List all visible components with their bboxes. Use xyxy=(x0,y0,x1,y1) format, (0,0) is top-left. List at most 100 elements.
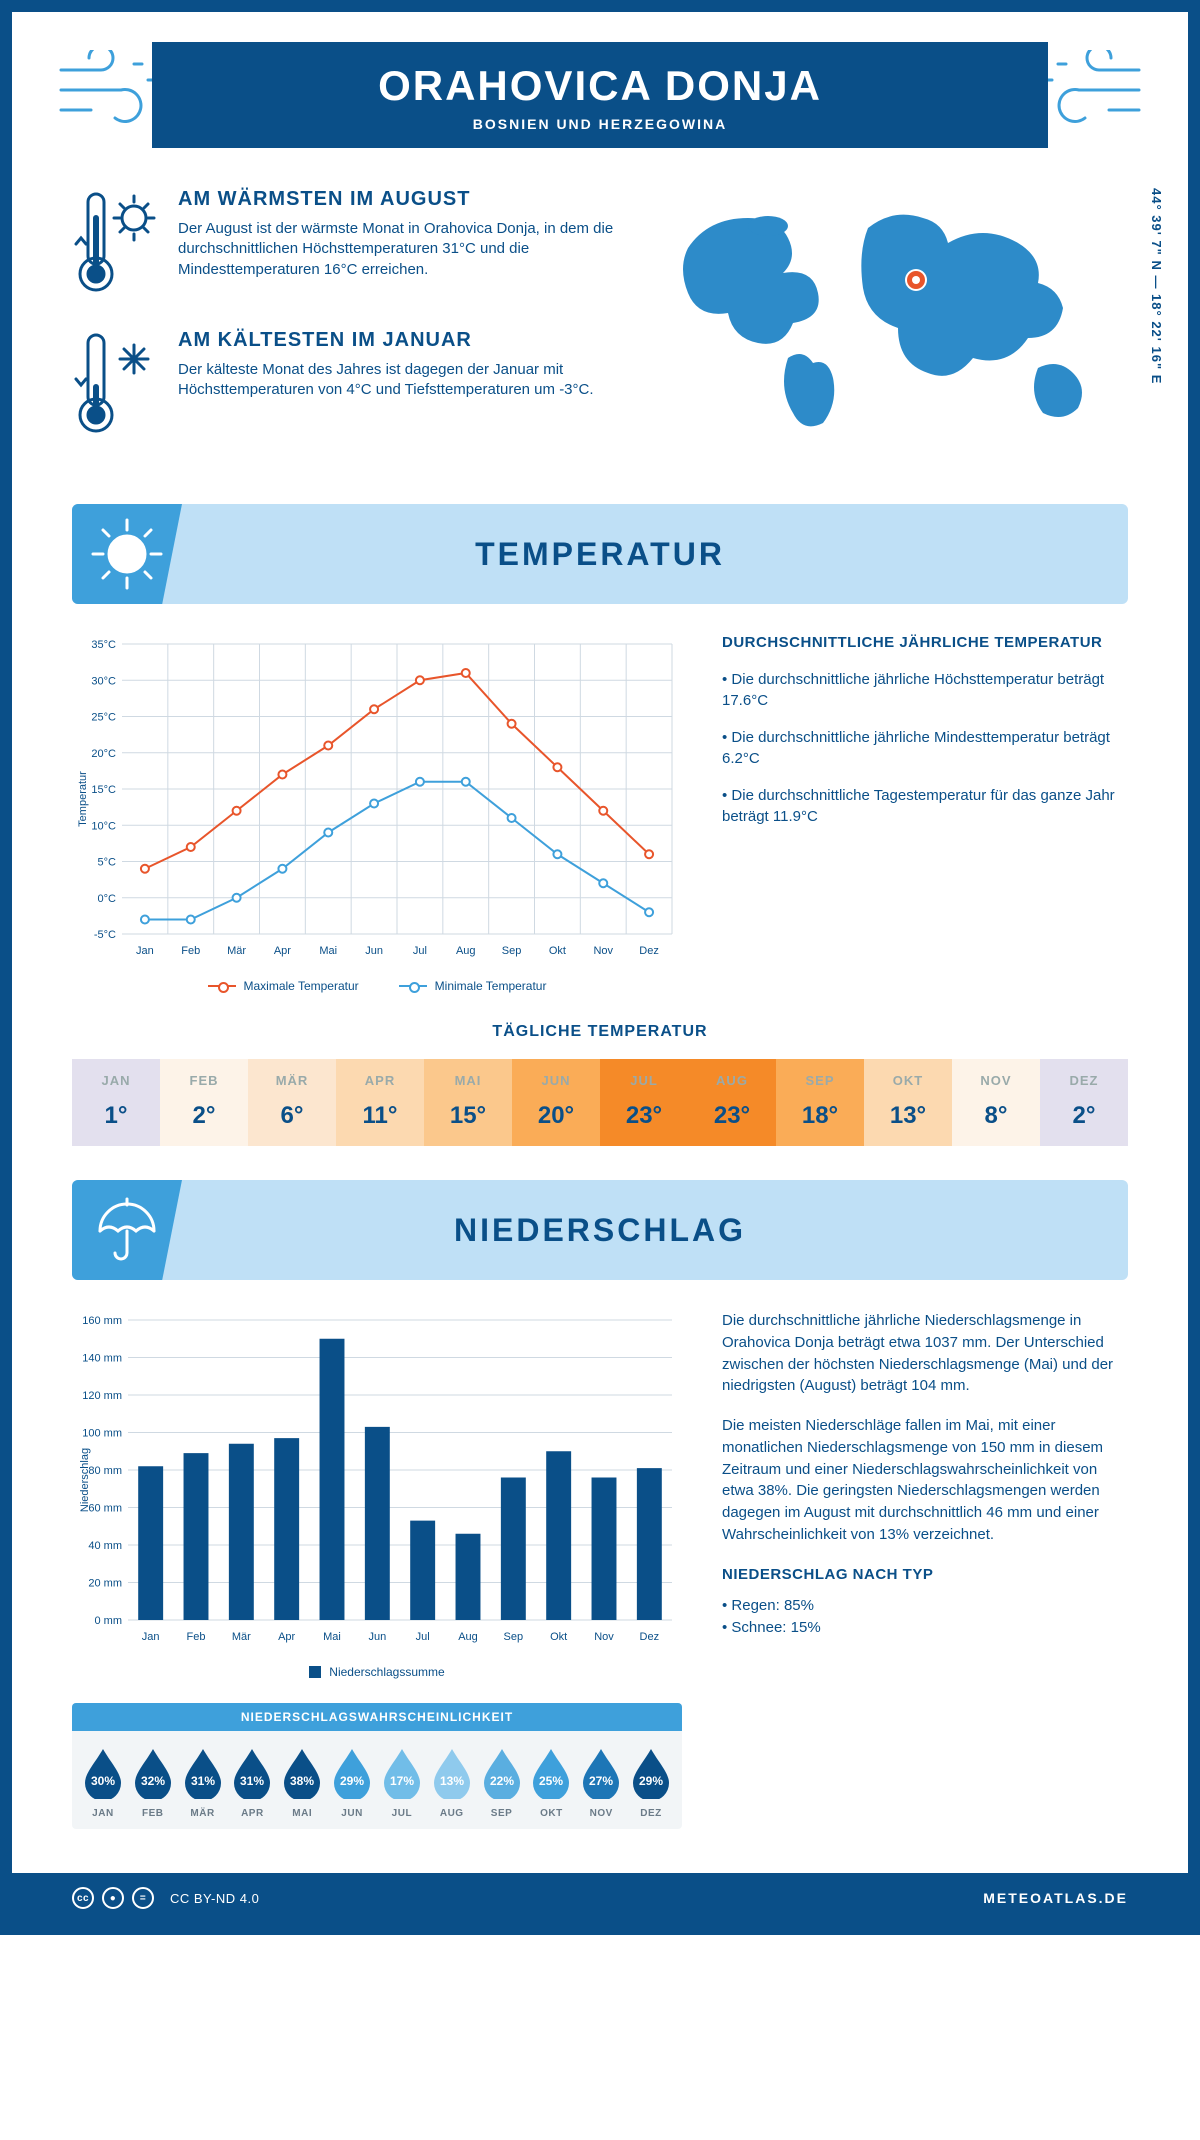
month-label: JUN xyxy=(327,1808,377,1819)
svg-text:15°C: 15°C xyxy=(91,784,116,796)
month-label: NOV xyxy=(576,1808,626,1819)
prob-drop: 22% SEP xyxy=(477,1745,527,1819)
temp-value: 2° xyxy=(1040,1102,1128,1130)
prob-drop: 30% JAN xyxy=(78,1745,128,1819)
prob-drops: 30%JAN32%FEB31%MÄR31%APR38%MAI29%JUN17%J… xyxy=(72,1731,682,1819)
legend-label: Maximale Temperatur xyxy=(244,979,359,993)
svg-text:Mai: Mai xyxy=(323,1631,341,1643)
temp-value: 15° xyxy=(424,1102,512,1130)
precipitation-chart: 0 mm20 mm40 mm60 mm80 mm100 mm120 mm140 … xyxy=(72,1310,682,1829)
month-label: FEB xyxy=(128,1808,178,1819)
fact-body: AM KÄLTESTEN IM JANUAR Der kälteste Mona… xyxy=(178,329,628,444)
month-label: OKT xyxy=(864,1073,952,1088)
temp-value: 6° xyxy=(248,1102,336,1130)
svg-text:Nov: Nov xyxy=(594,1631,614,1643)
svg-text:20 mm: 20 mm xyxy=(88,1578,122,1590)
license-text: CC BY-ND 4.0 xyxy=(170,1891,259,1906)
legend-label: Minimale Temperatur xyxy=(435,979,547,993)
month-label: FEB xyxy=(160,1073,248,1088)
legend-sum: Niederschlagssumme xyxy=(309,1665,444,1679)
month-label: MAI xyxy=(424,1073,512,1088)
svg-text:Feb: Feb xyxy=(187,1631,206,1643)
daily-temp-cell: MÄR 6° xyxy=(248,1059,336,1146)
svg-text:22%: 22% xyxy=(490,1774,514,1788)
prob-drop: 27%NOV xyxy=(576,1745,626,1819)
precipitation-text: Die durchschnittliche jährliche Niedersc… xyxy=(722,1310,1128,1829)
month-label: MÄR xyxy=(248,1073,336,1088)
svg-text:Nov: Nov xyxy=(593,945,613,957)
month-label: JAN xyxy=(72,1073,160,1088)
prob-drop: 25%OKT xyxy=(526,1745,576,1819)
page-subtitle: BOSNIEN UND HERZEGOWINA xyxy=(182,116,1018,132)
nd-icon: = xyxy=(132,1887,154,1909)
intro-facts: AM WÄRMSTEN IM AUGUST Der August ist der… xyxy=(72,188,628,470)
svg-text:Mai: Mai xyxy=(319,945,337,957)
precip-type-heading: NIEDERSCHLAG NACH TYP xyxy=(722,1564,1128,1586)
wind-icon xyxy=(1034,50,1144,130)
sun-icon xyxy=(72,504,182,604)
fact-bullet: • Die durchschnittliche Tagestemperatur … xyxy=(722,785,1128,827)
month-label: APR xyxy=(336,1073,424,1088)
month-label: SEP xyxy=(776,1073,864,1088)
daily-temp-strip: JAN1°FEB2°MÄR6°APR11°MAI15°JUN20°JUL23°A… xyxy=(72,1059,1128,1146)
precipitation-row: 0 mm20 mm40 mm60 mm80 mm100 mm120 mm140 … xyxy=(72,1310,1128,1829)
svg-text:Dez: Dez xyxy=(639,945,659,957)
content: ORAHOVICA DONJA BOSNIEN UND HERZEGOWINA xyxy=(12,12,1188,1829)
temp-value: 20° xyxy=(512,1102,600,1130)
daily-temp-cell: JUL 23° xyxy=(600,1059,688,1146)
prob-drop: 31% APR xyxy=(227,1745,277,1819)
page-title: ORAHOVICA DONJA xyxy=(182,62,1018,110)
daily-temp-cell: DEZ 2° xyxy=(1040,1059,1128,1146)
svg-text:0°C: 0°C xyxy=(98,893,117,905)
svg-text:Aug: Aug xyxy=(458,1631,478,1643)
cc-icon: cc xyxy=(72,1887,94,1909)
prob-drop: 29% JUN xyxy=(327,1745,377,1819)
daily-temp-cell: APR11° xyxy=(336,1059,424,1146)
svg-text:Sep: Sep xyxy=(502,945,522,957)
temp-value: 23° xyxy=(600,1102,688,1130)
month-label: OKT xyxy=(526,1808,576,1819)
daily-temp-cell: OKT13° xyxy=(864,1059,952,1146)
month-label: JAN xyxy=(78,1808,128,1819)
svg-text:29%: 29% xyxy=(340,1774,364,1788)
svg-text:20°C: 20°C xyxy=(91,748,116,760)
temp-value: 18° xyxy=(776,1102,864,1130)
temp-value: 1° xyxy=(72,1102,160,1130)
svg-text:Dez: Dez xyxy=(640,1631,660,1643)
svg-text:Jul: Jul xyxy=(416,1631,430,1643)
svg-text:Mär: Mär xyxy=(232,1631,251,1643)
svg-text:29%: 29% xyxy=(639,1774,663,1788)
svg-text:Temperatur: Temperatur xyxy=(77,771,89,827)
month-label: JUL xyxy=(600,1073,688,1088)
svg-text:Jun: Jun xyxy=(365,945,383,957)
svg-text:Feb: Feb xyxy=(181,945,200,957)
svg-text:17%: 17% xyxy=(390,1774,414,1788)
facts-heading: DURCHSCHNITTLICHE JÄHRLICHE TEMPERATUR xyxy=(722,634,1128,651)
month-label: APR xyxy=(227,1808,277,1819)
svg-text:31%: 31% xyxy=(240,1774,264,1788)
temp-value: 8° xyxy=(952,1102,1040,1130)
month-label: DEZ xyxy=(1040,1073,1128,1088)
prob-drop: 31%MÄR xyxy=(178,1745,228,1819)
daily-temp-cell: SEP 18° xyxy=(776,1059,864,1146)
svg-text:120 mm: 120 mm xyxy=(82,1390,122,1402)
legend-max: Maximale Temperatur xyxy=(208,979,359,993)
svg-text:25°C: 25°C xyxy=(91,712,116,724)
temperature-chart: -5°C0°C5°C10°C15°C20°C25°C30°C35°CJanFeb… xyxy=(72,634,682,993)
precip-probability-panel: NIEDERSCHLAGSWAHRSCHEINLICHKEIT 30%JAN32… xyxy=(72,1703,682,1829)
month-label: AUG xyxy=(688,1073,776,1088)
svg-text:Mär: Mär xyxy=(227,945,246,957)
svg-text:10°C: 10°C xyxy=(91,820,116,832)
svg-text:30%: 30% xyxy=(91,1774,115,1788)
month-label: MÄR xyxy=(178,1808,228,1819)
month-label: NOV xyxy=(952,1073,1040,1088)
svg-text:Aug: Aug xyxy=(456,945,476,957)
fact-title: AM WÄRMSTEN IM AUGUST xyxy=(178,188,628,211)
svg-text:Apr: Apr xyxy=(274,945,291,957)
prob-drop: 32%FEB xyxy=(128,1745,178,1819)
fact-text: Der kälteste Monat des Jahres ist dagege… xyxy=(178,360,628,401)
svg-text:13%: 13% xyxy=(440,1774,464,1788)
fact-text: Der August ist der wärmste Monat in Orah… xyxy=(178,219,628,280)
month-label: SEP xyxy=(477,1808,527,1819)
daily-temp-cell: FEB2° xyxy=(160,1059,248,1146)
